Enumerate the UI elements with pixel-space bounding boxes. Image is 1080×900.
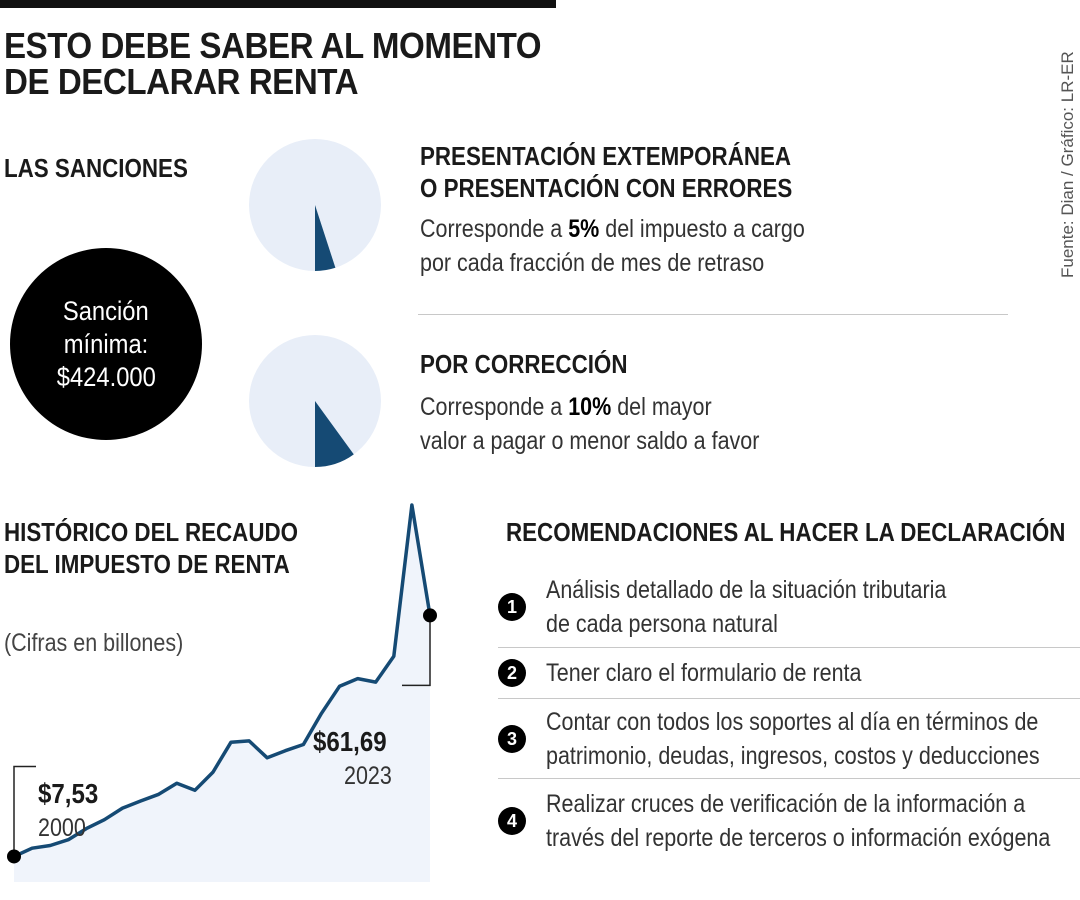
recomendacion-1: 1 Análisis detallado de la situación tri… [498, 572, 1080, 642]
start-leader-line [13, 765, 36, 857]
recaudo-area-chart [7, 503, 437, 882]
minimum-sanction-line2: mínima: [63, 328, 149, 359]
sancion-1-post: del impuesto a cargo [599, 215, 805, 243]
sancion-1-line2: por cada fracción de mes de retraso [420, 249, 765, 277]
sanciones-heading: LAS SANCIONES [4, 153, 188, 183]
historico-units: (Cifras en billones) [4, 629, 184, 657]
recomendacion-3-text: Contar con todos los soportes al día en … [546, 705, 1040, 773]
pie-extemporanea-slice [315, 205, 336, 271]
end-value-label: $61,69 [313, 726, 387, 757]
sancion-2-percent: 10% [568, 393, 612, 421]
recomendacion-1-line1: Análisis detallado de la situación tribu… [546, 576, 947, 604]
recomendaciones-heading: RECOMENDACIONES AL HACER LA DECLARACIÓN [506, 517, 1066, 547]
start-point-marker [7, 849, 21, 864]
pie-correccion [249, 335, 381, 467]
sanciones-divider [418, 314, 1008, 315]
historico-heading-line1: HISTÓRICO DEL RECAUDO [4, 517, 299, 547]
recomendacion-3-line2: patrimonio, deudas, ingresos, costos y d… [546, 742, 1040, 770]
recomendacion-4-number: 4 [498, 807, 526, 835]
recomendacion-4-line2: través del reporte de terceros o informa… [546, 824, 1051, 852]
sancion-1-title: PRESENTACIÓN EXTEMPORÁNEA O PRESENTACIÓN… [420, 140, 792, 204]
start-year-label: 2000 [38, 814, 86, 842]
start-label: $7,53 [38, 778, 108, 810]
sancion-2-title-line1: POR CORRECCIÓN [420, 349, 628, 379]
sancion-1-title-line1: PRESENTACIÓN EXTEMPORÁNEA [420, 141, 792, 171]
minimum-sanction-line1: Sanción [63, 295, 149, 326]
sancion-1-desc: Corresponde a 5% del impuesto a cargo po… [420, 212, 805, 280]
sancion-2-title: POR CORRECCIÓN [420, 348, 627, 380]
main-title-line1: ESTO DEBE SABER AL MOMENTO [4, 25, 542, 66]
historico-heading: HISTÓRICO DEL RECAUDO DEL IMPUESTO DE RE… [4, 516, 298, 580]
recomendacion-4-line1: Realizar cruces de verificación de la in… [546, 790, 1026, 818]
main-title: ESTO DEBE SABER AL MOMENTO DE DECLARAR R… [4, 28, 556, 100]
end-leader-line [402, 615, 431, 687]
recomendacion-3-line1: Contar con todos los soportes al día en … [546, 708, 1039, 736]
recaudo-series-line [13, 503, 432, 859]
main-title-line2: DE DECLARAR RENTA [4, 61, 359, 102]
minimum-sanction-value: $424.000 [56, 361, 156, 392]
recomendacion-3: 3 Contar con todos los soportes al día e… [498, 704, 1080, 774]
historico-heading-line2: DEL IMPUESTO DE RENTA [4, 549, 290, 579]
pie-correccion-slice [315, 401, 354, 467]
recomendacion-1-text: Análisis detallado de la situación tribu… [546, 573, 946, 641]
sancion-1-pre: Corresponde a [420, 215, 569, 243]
end-point-marker [423, 608, 437, 623]
recomendacion-1-number: 1 [498, 593, 526, 621]
pie-extemporanea [249, 139, 381, 271]
sancion-2-line2: valor a pagar o menor saldo a favor [420, 427, 760, 455]
top-rule [0, 0, 556, 8]
rec-divider-2 [498, 698, 1080, 699]
recaudo-area-fill [14, 505, 430, 882]
recomendacion-4: 4 Realizar cruces de verificación de la … [498, 786, 1080, 856]
sancion-1-title-line2: O PRESENTACIÓN CON ERRORES [420, 173, 793, 203]
sancion-2-pre: Corresponde a [420, 393, 569, 421]
end-year-label: 2023 [344, 762, 392, 790]
rec-divider-1 [498, 647, 1080, 648]
recomendacion-2-line1: Tener claro el formulario de renta [546, 659, 862, 687]
recomendacion-1-line2: de cada persona natural [546, 610, 778, 638]
minimum-sanction-badge: Sanción mínima: $424.000 [10, 248, 202, 440]
start-value-label: $7,53 [38, 778, 99, 809]
recomendacion-2-number: 2 [498, 659, 526, 687]
recomendacion-2: 2 Tener claro el formulario de renta [498, 652, 1080, 694]
recomendacion-3-number: 3 [498, 725, 526, 753]
end-label: $61,69 [313, 726, 399, 758]
recomendacion-2-text: Tener claro el formulario de renta [546, 656, 861, 690]
rec-divider-3 [498, 778, 1080, 779]
start-year: 2000 [38, 814, 94, 843]
sancion-1-percent: 5% [568, 215, 600, 243]
recomendacion-4-text: Realizar cruces de verificación de la in… [546, 787, 1050, 855]
sancion-2-post: del mayor [611, 393, 712, 421]
sancion-2-desc: Corresponde a 10% del mayor valor a paga… [420, 390, 759, 458]
source-credit: Fuente: Dian / Gráfico: LR-ER [1058, 51, 1077, 278]
end-year: 2023 [344, 762, 400, 791]
